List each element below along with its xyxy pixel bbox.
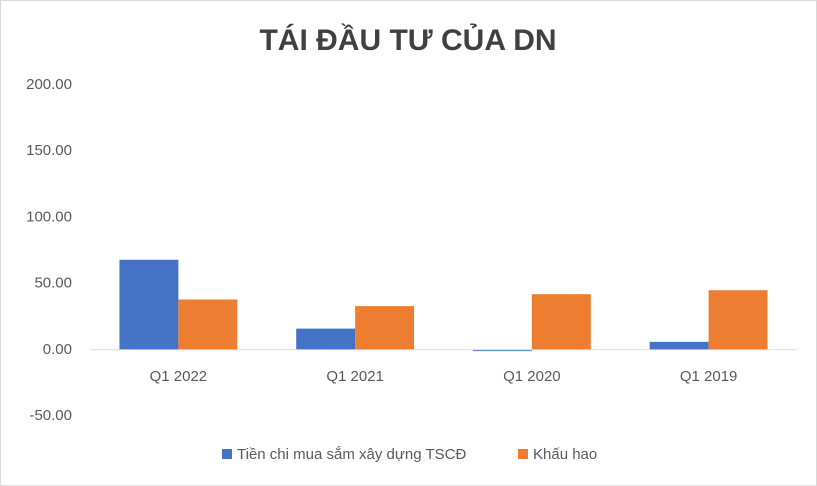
legend-label: Tiền chi mua sắm xây dựng TSCĐ bbox=[237, 446, 466, 463]
y-tick-label: 0.00 bbox=[43, 341, 72, 358]
y-tick-label: 50.00 bbox=[34, 275, 72, 292]
bar bbox=[649, 341, 709, 350]
legend-swatch bbox=[518, 449, 528, 459]
y-tick-label: 150.00 bbox=[26, 142, 72, 159]
legend-swatch bbox=[222, 449, 232, 459]
chart-title: TÁI ĐẦU TƯ CỦA DN bbox=[259, 23, 556, 57]
bar bbox=[296, 328, 356, 350]
x-tick-label: Q1 2020 bbox=[503, 368, 561, 385]
y-tick-label: 200.00 bbox=[26, 76, 72, 93]
bar bbox=[531, 294, 591, 350]
bar bbox=[119, 259, 179, 350]
x-tick-label: Q1 2021 bbox=[326, 368, 384, 385]
bar bbox=[355, 306, 415, 350]
bar bbox=[708, 290, 768, 350]
x-tick-label: Q1 2019 bbox=[680, 368, 738, 385]
bar bbox=[472, 349, 532, 352]
y-tick-label: 100.00 bbox=[26, 208, 72, 225]
x-tick-label: Q1 2022 bbox=[150, 368, 208, 385]
bar bbox=[178, 299, 238, 350]
y-tick-label: -50.00 bbox=[29, 407, 72, 424]
legend-label: Khấu hao bbox=[533, 446, 597, 463]
